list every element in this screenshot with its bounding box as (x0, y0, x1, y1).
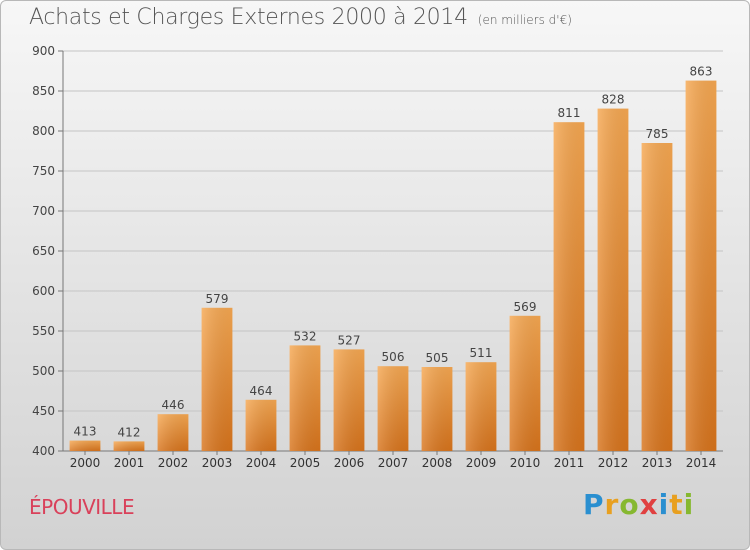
bar-shade (509, 315, 541, 451)
bar-shade (685, 80, 717, 451)
x-tick-label: 2003 (202, 456, 233, 470)
proxiti-logo: Proxiti (583, 488, 694, 521)
x-tick-label: 2008 (422, 456, 453, 470)
bar-value-label: 532 (294, 329, 317, 343)
bar-shade (421, 367, 453, 451)
bar-shade (69, 440, 101, 451)
bar-value-label: 506 (382, 350, 405, 364)
x-tick-label: 2014 (686, 456, 717, 470)
chart-title: Achats et Charges Externes 2000 à 2014 (e… (29, 5, 572, 30)
chart-subtitle: (en milliers d'€) (477, 13, 572, 27)
y-tick-label: 700 (32, 204, 55, 218)
bar-value-label: 505 (426, 351, 449, 365)
bar-shade (553, 122, 585, 451)
logo-letter: P (583, 488, 605, 521)
bar-value-label: 569 (514, 300, 537, 314)
bar-shade (465, 362, 497, 451)
x-tick-label: 2001 (114, 456, 145, 470)
logo-letter: o (619, 488, 640, 521)
bar-layer (69, 80, 717, 451)
logo-letter: r (604, 488, 620, 521)
bar-value-label: 828 (602, 93, 625, 107)
bar-value-label: 464 (250, 384, 273, 398)
commune-name: ÉPOUVILLE (29, 495, 135, 519)
bar-value-label: 413 (74, 425, 97, 439)
bar-shade (289, 345, 321, 451)
y-tick-label: 600 (32, 284, 55, 298)
logo-letter: i (683, 488, 695, 521)
bar-value-label: 785 (646, 127, 669, 141)
y-tick-label: 400 (32, 444, 55, 458)
x-tick-label: 2005 (290, 456, 321, 470)
bar-shade (377, 366, 409, 451)
bar-value-label: 412 (118, 425, 141, 439)
bar-shade (201, 307, 233, 451)
bar-shade (641, 143, 673, 451)
x-tick-label: 2004 (246, 456, 277, 470)
x-tick-label: 2000 (70, 456, 101, 470)
logo-letter: x (639, 488, 659, 521)
y-tick-label: 750 (32, 164, 55, 178)
bar-shade (113, 441, 145, 451)
bar-value-label: 511 (470, 346, 493, 360)
y-tick-label: 800 (32, 124, 55, 138)
x-tick-label: 2012 (598, 456, 629, 470)
bar-value-label: 527 (338, 333, 361, 347)
y-tick-label: 550 (32, 324, 55, 338)
x-tick-label: 2010 (510, 456, 541, 470)
x-tick-label: 2007 (378, 456, 409, 470)
bar-value-label: 446 (162, 398, 185, 412)
x-tick-label: 2006 (334, 456, 365, 470)
bar-value-label: 579 (206, 292, 229, 306)
bar-shade (597, 108, 629, 451)
y-tick-label: 450 (32, 404, 55, 418)
bar-value-label: 811 (558, 106, 581, 120)
x-tick-label: 2011 (554, 456, 585, 470)
x-tick-label: 2013 (642, 456, 673, 470)
y-tick-label: 650 (32, 244, 55, 258)
logo-letter: t (669, 488, 684, 521)
x-tick-label: 2009 (466, 456, 497, 470)
y-tick-label: 500 (32, 364, 55, 378)
x-tick-label: 2002 (158, 456, 189, 470)
bar-value-label: 863 (690, 65, 713, 79)
logo-letter: i (658, 488, 670, 521)
chart-title-text: Achats et Charges Externes 2000 à 2014 (29, 5, 468, 30)
label-layer: 413 412 446 579 464 532 527 506 505 511 569 811 828 7… (74, 65, 713, 440)
y-tick-label: 850 (32, 84, 55, 98)
bar-shade (333, 349, 365, 451)
bar-shade (245, 399, 277, 451)
y-tick-label: 900 (32, 44, 55, 58)
bar-shade (157, 414, 189, 451)
